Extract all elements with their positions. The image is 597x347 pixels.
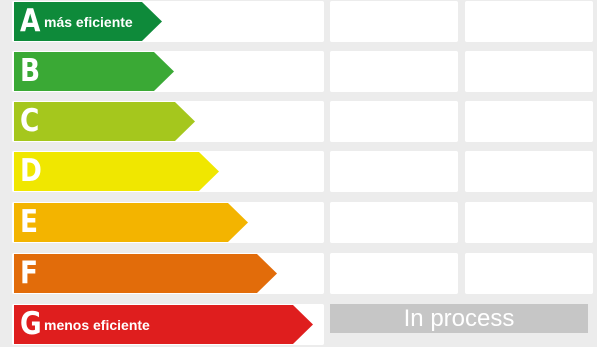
value-cell xyxy=(330,101,458,142)
value-cell xyxy=(465,1,593,42)
rating-letter: B xyxy=(20,53,41,89)
rating-letter: G xyxy=(20,306,42,342)
value-cell xyxy=(330,151,458,192)
rating-arrow-e: E xyxy=(14,203,248,242)
rating-row-b: B xyxy=(0,51,597,92)
rating-row-a: A más eficiente xyxy=(0,1,597,42)
rating-arrow-g: G menos eficiente xyxy=(14,305,313,344)
value-cell xyxy=(330,202,458,243)
value-cell xyxy=(330,1,458,42)
rating-row-f: F xyxy=(0,253,597,294)
value-cell xyxy=(465,202,593,243)
value-cell xyxy=(465,101,593,142)
value-cell xyxy=(330,51,458,92)
rating-letter: A xyxy=(20,3,41,39)
rating-letter: C xyxy=(20,103,40,139)
rating-letter: E xyxy=(20,204,39,240)
rating-arrow-d: D xyxy=(14,152,219,191)
rating-arrow-f: F xyxy=(14,254,277,293)
rating-row-c: C xyxy=(0,101,597,142)
rating-description: más eficiente xyxy=(44,13,133,30)
rating-arrow-b: B xyxy=(14,52,174,91)
rating-row-e: E xyxy=(0,202,597,243)
rating-letter: D xyxy=(20,153,42,189)
rating-letter: F xyxy=(20,255,39,291)
rating-description: menos eficiente xyxy=(44,316,150,333)
value-cell xyxy=(465,51,593,92)
value-cell xyxy=(330,253,458,294)
value-cell xyxy=(465,253,593,294)
status-badge: In process xyxy=(330,304,588,333)
value-cell xyxy=(465,151,593,192)
rating-arrow-c: C xyxy=(14,102,195,141)
rating-row-g: G menos eficiente xyxy=(0,304,597,345)
rating-row-d: D xyxy=(0,151,597,192)
rating-arrow-a: A más eficiente xyxy=(14,2,162,41)
